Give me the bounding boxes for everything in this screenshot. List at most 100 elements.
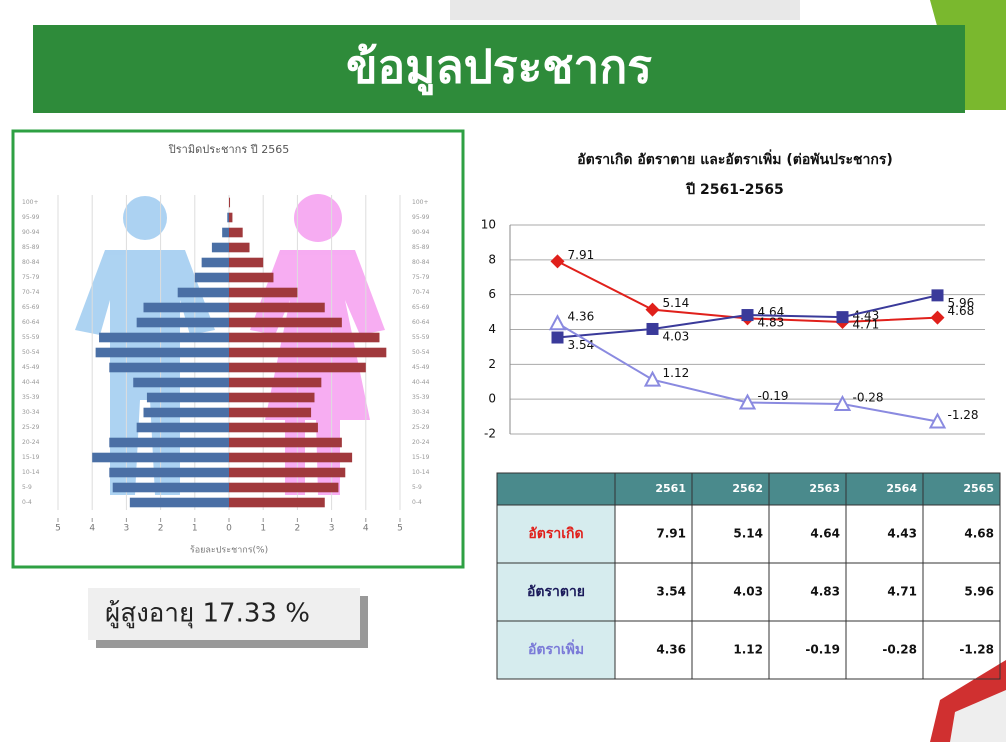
bar (229, 348, 386, 358)
y-tick-label: 50-54 (22, 349, 40, 356)
y-tick-label: 50-54 (412, 349, 430, 356)
marker (646, 373, 660, 386)
y-tick-label: 90-94 (22, 229, 40, 236)
bar (222, 228, 229, 238)
x-tick-label: 4 (89, 524, 95, 534)
bar (229, 273, 273, 283)
table-cell: 4.83 (810, 585, 840, 599)
y-tick-label: 2 (488, 357, 496, 371)
table-header: 2565 (963, 482, 994, 495)
marker (551, 316, 565, 329)
y-tick-label: 100+ (412, 199, 428, 206)
y-tick-label: 75-79 (412, 274, 430, 281)
y-tick-label: 20-24 (412, 439, 430, 446)
table-cell: 5.14 (733, 527, 763, 541)
table-cell: 5.96 (964, 585, 994, 599)
bar (212, 243, 229, 253)
pyramid-x-label: ร้อยละประชากร(%) (190, 545, 268, 556)
bar (229, 243, 250, 253)
marker (932, 289, 944, 301)
row-label: อัตราตาย (527, 584, 585, 600)
y-tick-label: 60-64 (22, 319, 40, 326)
y-tick-label: 55-59 (412, 334, 430, 341)
y-tick-label: 40-44 (22, 379, 40, 386)
y-tick-label: 85-89 (412, 244, 430, 251)
y-tick-label: 20-24 (22, 439, 40, 446)
data-label: 5.96 (948, 296, 975, 310)
bar (229, 393, 315, 403)
bar (229, 318, 342, 328)
marker (742, 309, 754, 321)
y-tick-label: 4 (488, 322, 496, 336)
bar (144, 408, 230, 418)
y-tick-label: 60-64 (412, 319, 430, 326)
y-tick-label: 85-89 (22, 244, 40, 251)
bar (137, 318, 229, 328)
bar (229, 303, 325, 313)
data-label: 5.14 (663, 296, 690, 310)
y-tick-label: 5-9 (22, 484, 32, 491)
x-tick-label: 5 (397, 524, 403, 534)
y-tick-label: 15-19 (22, 454, 40, 461)
y-tick-label: 35-39 (412, 394, 430, 401)
bar (227, 213, 229, 223)
bar (92, 453, 229, 463)
bar (195, 273, 229, 283)
y-tick-label: 5-9 (412, 484, 422, 491)
x-tick-label: 4 (363, 524, 369, 534)
x-tick-label: 1 (260, 524, 266, 534)
y-tick-label: 8 (488, 252, 496, 266)
y-tick-label: 25-29 (22, 424, 40, 431)
y-tick-label: 65-69 (412, 304, 430, 311)
y-tick-label: 45-49 (412, 364, 430, 371)
y-tick-label: 30-34 (412, 409, 430, 416)
bar (178, 288, 229, 298)
table-cell: 7.91 (656, 527, 686, 541)
x-tick-label: 3 (329, 524, 335, 534)
y-tick-label: 80-84 (412, 259, 430, 266)
y-tick-label: 90-94 (412, 229, 430, 236)
bar (229, 363, 366, 373)
slide: ข้อมูลประชากร ปิรามิดประชากร ปี 2565 ร้อ… (0, 0, 1006, 742)
y-tick-label: 6 (488, 287, 496, 301)
bar (96, 348, 229, 358)
bar (229, 213, 232, 223)
y-tick-label: 30-34 (22, 409, 40, 416)
y-tick-label: 95-99 (412, 214, 430, 221)
y-tick-label: 0-4 (412, 499, 422, 506)
table-header: 2562 (732, 482, 763, 495)
table-cell: 4.03 (733, 585, 763, 599)
marker (646, 303, 660, 317)
bar (229, 438, 342, 448)
data-label: 7.91 (568, 248, 595, 262)
y-tick-label: 55-59 (22, 334, 40, 341)
bar (229, 483, 338, 493)
bar (229, 228, 243, 238)
y-tick-label: 25-29 (412, 424, 430, 431)
marker (552, 332, 564, 344)
deco-strip (450, 0, 800, 20)
y-tick-label: 95-99 (22, 214, 40, 221)
bar (229, 288, 297, 298)
data-label: 4.71 (853, 318, 880, 332)
y-tick-label: 45-49 (22, 364, 40, 371)
bar (229, 408, 311, 418)
y-tick-label: 70-74 (412, 289, 430, 296)
table-header: 2563 (809, 482, 840, 495)
female-head (294, 194, 342, 242)
marker (551, 254, 565, 268)
data-label: -1.28 (948, 408, 979, 422)
bar (229, 498, 325, 508)
x-tick-label: 1 (192, 524, 198, 534)
y-tick-label: 0-4 (22, 499, 32, 506)
data-label: 3.54 (568, 338, 595, 352)
x-tick-label: 2 (295, 524, 301, 534)
bar (229, 453, 352, 463)
data-label: 4.36 (568, 310, 595, 324)
data-label: 1.12 (663, 366, 690, 380)
bar (137, 423, 229, 433)
bar (229, 333, 379, 343)
bar (229, 258, 263, 268)
x-tick-label: 3 (124, 524, 130, 534)
y-tick-label: 0 (488, 392, 496, 406)
